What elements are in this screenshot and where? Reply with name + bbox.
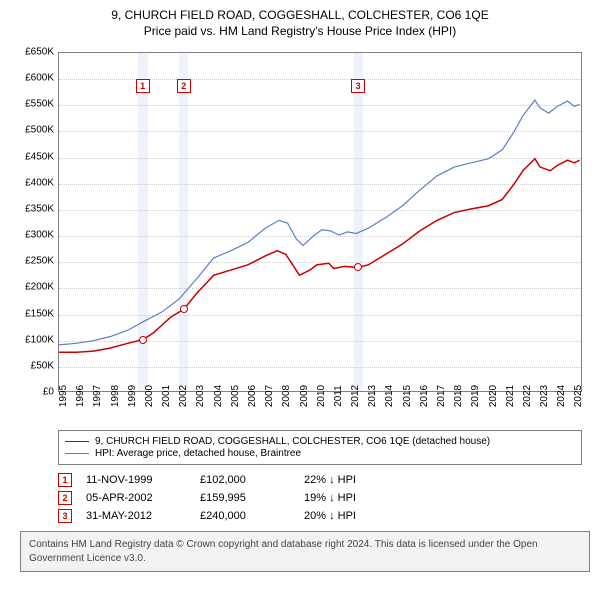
event-row-marker: 3: [58, 509, 72, 523]
event-diff: 22% ↓ HPI: [304, 474, 356, 486]
y-tick-label: £300K: [10, 230, 54, 241]
y-tick-label: £600K: [10, 73, 54, 84]
y-tick-label: £650K: [10, 47, 54, 58]
event-row-marker: 1: [58, 473, 72, 487]
event-diff: 20% ↓ HPI: [304, 510, 356, 522]
event-date: 31-MAY-2012: [86, 510, 186, 522]
event-price: £102,000: [200, 474, 290, 486]
x-tick-label: 2007: [264, 385, 275, 407]
event-list: 1 11-NOV-1999 £102,000 22% ↓ HPI 2 05-APR-200…: [58, 473, 582, 523]
legend-item: HPI: Average price, detached house, Brai…: [65, 448, 575, 459]
y-tick-label: £500K: [10, 125, 54, 136]
event-marker-3: 3: [351, 79, 365, 93]
x-tick-label: 2009: [299, 385, 310, 407]
x-tick-label: 1996: [75, 385, 86, 407]
x-tick-label: 2021: [505, 385, 516, 407]
event-row-marker: 2: [58, 491, 72, 505]
x-tick-label: 2018: [453, 385, 464, 407]
series-property: [59, 159, 580, 353]
event-marker-1: 1: [136, 79, 150, 93]
x-tick-label: 2002: [178, 385, 189, 407]
x-tick-label: 1999: [127, 385, 138, 407]
legend-label: 9, CHURCH FIELD ROAD, COGGESHALL, COLCHE…: [95, 436, 490, 447]
chart-container: 9, CHURCH FIELD ROAD, COGGESHALL, COLCHE…: [0, 0, 600, 580]
x-tick-label: 2001: [161, 385, 172, 407]
x-tick-label: 2017: [436, 385, 447, 407]
event-dot: [180, 305, 188, 313]
event-date: 11-NOV-1999: [86, 474, 186, 486]
x-tick-label: 2023: [539, 385, 550, 407]
legend-item: 9, CHURCH FIELD ROAD, COGGESHALL, COLCHE…: [65, 436, 575, 447]
event-price: £159,995: [200, 492, 290, 504]
legend-label: HPI: Average price, detached house, Brai…: [95, 448, 301, 459]
legend-swatch: [65, 441, 89, 442]
y-tick-label: £450K: [10, 151, 54, 162]
x-tick-label: 2016: [419, 385, 430, 407]
y-tick-label: £100K: [10, 334, 54, 345]
x-tick-label: 2019: [470, 385, 481, 407]
x-tick-label: 2004: [213, 385, 224, 407]
event-row: 3 31-MAY-2012 £240,000 20% ↓ HPI: [58, 509, 582, 523]
y-tick-label: £250K: [10, 256, 54, 267]
x-tick-label: 1997: [92, 385, 103, 407]
series-hpi: [59, 100, 580, 345]
event-row: 2 05-APR-2002 £159,995 19% ↓ HPI: [58, 491, 582, 505]
x-tick-label: 2012: [350, 385, 361, 407]
x-tick-label: 2014: [384, 385, 395, 407]
legend: 9, CHURCH FIELD ROAD, COGGESHALL, COLCHE…: [58, 430, 582, 465]
event-diff: 19% ↓ HPI: [304, 492, 356, 504]
event-price: £240,000: [200, 510, 290, 522]
y-tick-label: £400K: [10, 177, 54, 188]
x-tick-label: 2013: [367, 385, 378, 407]
footer-attribution: Contains HM Land Registry data © Crown c…: [20, 531, 590, 572]
x-tick-label: 2020: [488, 385, 499, 407]
x-tick-label: 2015: [402, 385, 413, 407]
y-tick-label: £200K: [10, 282, 54, 293]
chart-title-address: 9, CHURCH FIELD ROAD, COGGESHALL, COLCHE…: [10, 8, 590, 22]
y-tick-label: £0: [10, 387, 54, 398]
x-tick-label: 1998: [110, 385, 121, 407]
chart-area: 1 2 3 £0 £50K £100K £150K £200K £250K £300K £350K…: [10, 44, 590, 424]
x-tick-label: 2005: [230, 385, 241, 407]
y-tick-label: £550K: [10, 99, 54, 110]
event-dot: [139, 336, 147, 344]
x-tick-label: 2000: [144, 385, 155, 407]
event-date: 05-APR-2002: [86, 492, 186, 504]
x-tick-label: 2010: [316, 385, 327, 407]
x-tick-label: 2008: [281, 385, 292, 407]
legend-swatch: [65, 453, 89, 454]
x-tick-label: 2024: [556, 385, 567, 407]
y-tick-label: £50K: [10, 360, 54, 371]
y-tick-label: £150K: [10, 308, 54, 319]
x-tick-label: 2022: [522, 385, 533, 407]
line-series: [59, 53, 581, 391]
title-block: 9, CHURCH FIELD ROAD, COGGESHALL, COLCHE…: [10, 8, 590, 38]
x-tick-label: 2003: [195, 385, 206, 407]
y-tick-label: £350K: [10, 203, 54, 214]
chart-title-subtitle: Price paid vs. HM Land Registry's House …: [10, 24, 590, 38]
x-tick-label: 1995: [58, 385, 69, 407]
plot-area: 1 2 3: [58, 52, 582, 392]
x-tick-label: 2011: [333, 385, 344, 407]
x-tick-label: 2006: [247, 385, 258, 407]
event-row: 1 11-NOV-1999 £102,000 22% ↓ HPI: [58, 473, 582, 487]
event-marker-2: 2: [177, 79, 191, 93]
event-dot: [354, 263, 362, 271]
x-tick-label: 2025: [573, 385, 584, 407]
